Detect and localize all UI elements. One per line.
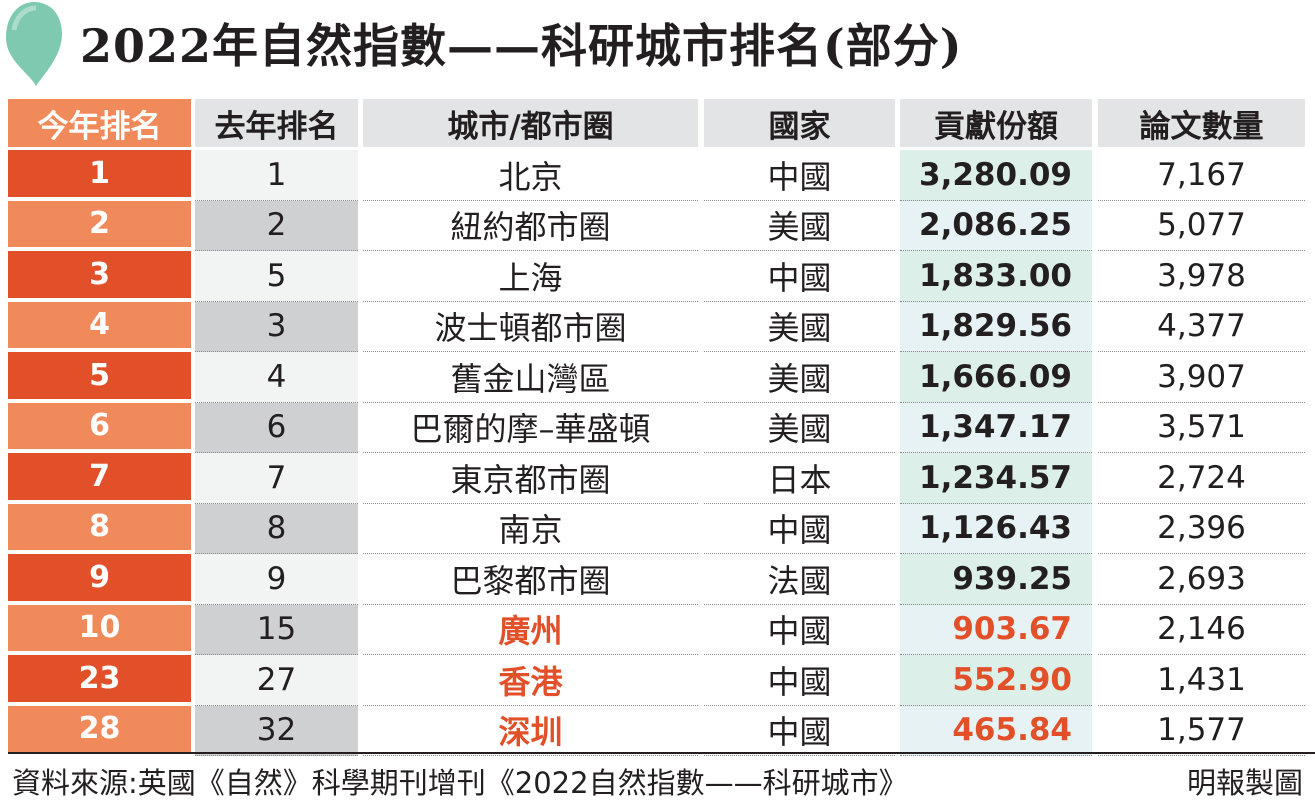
title-bar: 2022年自然指數——科研城市排名(部分) <box>0 0 1315 92</box>
city-cell: 波士頓都市圈 <box>363 302 698 352</box>
country-cell: 美國 <box>704 403 895 453</box>
table-row: 7 7 東京都市圈 日本 1,234.57 2,724 <box>8 453 1315 504</box>
city-cell: 深圳 <box>363 706 698 756</box>
last-rank-cell: 32 <box>195 705 358 756</box>
last-rank-cell: 15 <box>195 604 358 655</box>
rank-cell: 2 <box>8 200 191 251</box>
papers-cell: 5,077 <box>1098 201 1305 251</box>
header-last-rank: 去年排名 <box>195 99 358 147</box>
table-row: 5 4 舊金山灣區 美國 1,666.09 3,907 <box>8 352 1315 403</box>
chart-title: 2022年自然指數——科研城市排名(部分) <box>80 19 963 73</box>
papers-cell: 1,431 <box>1098 655 1305 706</box>
table-row: 28 32 深圳 中國 465.84 1,577 <box>8 705 1315 756</box>
papers-cell: 2,693 <box>1098 554 1305 605</box>
header-city: 城市/都市圈 <box>363 99 698 147</box>
papers-cell: 3,571 <box>1098 403 1305 453</box>
city-cell: 廣州 <box>363 605 698 655</box>
header-papers: 論文數量 <box>1098 99 1305 147</box>
table-header: 今年排名 去年排名 城市/都市圈 國家 貢獻份額 論文數量 <box>8 99 1315 147</box>
country-cell: 美國 <box>704 302 895 352</box>
share-cell: 1,126.43 <box>900 503 1092 554</box>
share-cell: 1,829.56 <box>900 301 1092 352</box>
country-cell: 美國 <box>704 352 895 403</box>
share-cell: 552.90 <box>900 655 1092 706</box>
table-body: 1 1 北京 中國 3,280.09 7,167 2 2 紐約都市圈 美國 2,086.25 5,07… <box>8 150 1315 756</box>
rank-cell: 5 <box>8 352 191 403</box>
table-row: 6 6 巴爾的摩–華盛頓 美國 1,347.17 3,571 <box>8 402 1315 453</box>
table-row: 4 3 波士頓都市圈 美國 1,829.56 4,377 <box>8 301 1315 352</box>
share-cell: 903.67 <box>900 604 1092 655</box>
map-pin-icon <box>6 2 62 86</box>
share-cell: 1,833.00 <box>900 251 1092 302</box>
last-rank-cell: 7 <box>195 453 358 504</box>
table-row: 9 9 巴黎都市圈 法國 939.25 2,693 <box>8 554 1315 605</box>
country-cell: 法國 <box>704 554 895 605</box>
papers-cell: 4,377 <box>1098 302 1305 352</box>
table-row: 3 5 上海 中國 1,833.00 3,978 <box>8 251 1315 302</box>
source-note: 資料來源:英國《自然》科學期刊增刊《2022自然指數——科研城市》 <box>12 766 908 800</box>
table-row: 23 27 香港 中國 552.90 1,431 <box>8 655 1315 706</box>
last-rank-cell: 3 <box>195 301 358 352</box>
city-cell: 南京 <box>363 504 698 554</box>
rank-cell: 23 <box>8 655 191 706</box>
table-row: 10 15 廣州 中國 903.67 2,146 <box>8 604 1315 655</box>
table-row: 1 1 北京 中國 3,280.09 7,167 <box>8 150 1315 201</box>
city-cell: 巴爾的摩–華盛頓 <box>363 403 698 453</box>
country-cell: 中國 <box>704 504 895 554</box>
rank-cell: 1 <box>8 150 191 201</box>
papers-cell: 3,978 <box>1098 251 1305 302</box>
rank-cell: 9 <box>8 554 191 605</box>
last-rank-cell: 4 <box>195 352 358 403</box>
papers-cell: 2,724 <box>1098 453 1305 504</box>
city-cell: 香港 <box>363 655 698 706</box>
share-cell: 1,666.09 <box>900 352 1092 403</box>
last-rank-cell: 5 <box>195 251 358 302</box>
papers-cell: 7,167 <box>1098 150 1305 201</box>
header-country: 國家 <box>704 99 895 147</box>
footer-divider <box>8 752 1315 754</box>
header-current-rank: 今年排名 <box>8 99 191 147</box>
table-row: 2 2 紐約都市圈 美國 2,086.25 5,077 <box>8 200 1315 251</box>
credit-note: 明報製圖 <box>1186 766 1303 800</box>
rank-cell: 7 <box>8 453 191 504</box>
rank-cell: 10 <box>8 604 191 655</box>
share-cell: 3,280.09 <box>900 150 1092 201</box>
papers-cell: 1,577 <box>1098 706 1305 756</box>
city-cell: 東京都市圈 <box>363 453 698 504</box>
rank-cell: 8 <box>8 503 191 554</box>
country-cell: 中國 <box>704 605 895 655</box>
city-cell: 北京 <box>363 150 698 201</box>
share-cell: 1,234.57 <box>900 453 1092 504</box>
rank-cell: 3 <box>8 251 191 302</box>
rank-cell: 28 <box>8 705 191 756</box>
header-share: 貢獻份額 <box>900 99 1092 147</box>
ranking-table: 今年排名 去年排名 城市/都市圈 國家 貢獻份額 論文數量 1 1 北京 中國 3,28… <box>8 99 1315 756</box>
table-row: 8 8 南京 中國 1,126.43 2,396 <box>8 503 1315 554</box>
rank-cell: 4 <box>8 301 191 352</box>
last-rank-cell: 9 <box>195 554 358 605</box>
last-rank-cell: 8 <box>195 503 358 554</box>
city-cell: 上海 <box>363 251 698 302</box>
share-cell: 1,347.17 <box>900 402 1092 453</box>
papers-cell: 2,146 <box>1098 605 1305 655</box>
country-cell: 日本 <box>704 453 895 504</box>
papers-cell: 3,907 <box>1098 352 1305 403</box>
share-cell: 2,086.25 <box>900 200 1092 251</box>
country-cell: 中國 <box>704 150 895 201</box>
share-cell: 465.84 <box>900 705 1092 756</box>
papers-cell: 2,396 <box>1098 504 1305 554</box>
country-cell: 中國 <box>704 706 895 756</box>
country-cell: 中國 <box>704 251 895 302</box>
city-cell: 舊金山灣區 <box>363 352 698 403</box>
city-cell: 巴黎都市圈 <box>363 554 698 605</box>
country-cell: 中國 <box>704 655 895 706</box>
city-cell: 紐約都市圈 <box>363 201 698 251</box>
last-rank-cell: 2 <box>195 200 358 251</box>
last-rank-cell: 1 <box>195 150 358 201</box>
last-rank-cell: 27 <box>195 655 358 706</box>
rank-cell: 6 <box>8 402 191 453</box>
country-cell: 美國 <box>704 201 895 251</box>
last-rank-cell: 6 <box>195 402 358 453</box>
share-cell: 939.25 <box>900 554 1092 605</box>
